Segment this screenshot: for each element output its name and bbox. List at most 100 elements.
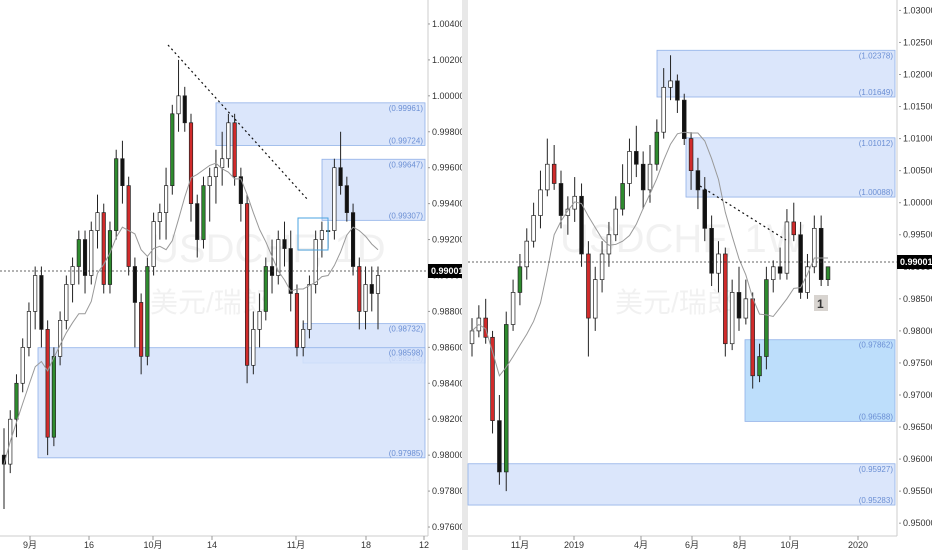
right-candle[interactable] xyxy=(702,189,708,229)
right-candle[interactable] xyxy=(545,163,550,191)
right-zone[interactable] xyxy=(685,137,896,198)
right-candle[interactable] xyxy=(517,266,523,293)
left-candle[interactable] xyxy=(257,311,262,330)
right-candle[interactable] xyxy=(668,80,673,88)
left-candle[interactable] xyxy=(307,284,312,330)
left-candle[interactable] xyxy=(313,239,318,285)
right-candle[interactable] xyxy=(661,86,666,133)
right-candle[interactable] xyxy=(743,298,749,319)
left-candle[interactable] xyxy=(182,95,187,124)
right-candle[interactable] xyxy=(757,356,762,377)
left-candle[interactable] xyxy=(82,239,88,276)
right-candle[interactable] xyxy=(620,183,625,210)
left-candle[interactable] xyxy=(39,275,44,330)
left-candle[interactable] xyxy=(145,266,150,357)
left-candle[interactable] xyxy=(220,158,225,169)
left-candle[interactable] xyxy=(51,355,56,438)
left-candle[interactable] xyxy=(188,122,194,204)
right-candle[interactable] xyxy=(606,234,612,255)
right-candle[interactable] xyxy=(640,163,646,191)
right-candle[interactable] xyxy=(503,324,509,473)
left-candle[interactable] xyxy=(151,221,156,267)
left-candle[interactable] xyxy=(294,293,300,348)
right-candle[interactable] xyxy=(736,292,742,319)
left-candle[interactable] xyxy=(89,230,94,276)
left-candle[interactable] xyxy=(64,284,69,321)
left-candle[interactable] xyxy=(170,113,175,187)
right-candle[interactable] xyxy=(565,208,571,216)
right-candle[interactable] xyxy=(723,253,728,345)
left-candle[interactable] xyxy=(375,275,381,294)
right-candle[interactable] xyxy=(695,170,701,191)
right-candle[interactable] xyxy=(558,183,564,216)
left-candle[interactable] xyxy=(107,230,113,285)
right-candle[interactable] xyxy=(469,330,475,345)
left-highlight-box[interactable] xyxy=(297,217,329,251)
right-candle[interactable] xyxy=(592,279,598,319)
right-candle[interactable] xyxy=(675,80,680,101)
right-candle[interactable] xyxy=(531,215,536,242)
right-candle[interactable] xyxy=(497,420,502,473)
left-candle[interactable] xyxy=(319,230,324,240)
right-candle[interactable] xyxy=(750,298,755,377)
marker-box[interactable] xyxy=(814,295,828,311)
left-candle[interactable] xyxy=(101,212,106,285)
panel-separator[interactable] xyxy=(462,0,468,550)
right-candle[interactable] xyxy=(538,189,543,216)
left-candle[interactable] xyxy=(45,329,50,438)
right-candle[interactable] xyxy=(490,336,495,421)
left-candle[interactable] xyxy=(213,167,218,178)
right-candle[interactable] xyxy=(524,240,530,268)
right-candle[interactable] xyxy=(599,253,605,280)
left-candle[interactable] xyxy=(282,239,287,249)
left-candle[interactable] xyxy=(139,302,144,357)
right-candle[interactable] xyxy=(681,99,687,139)
left-candle[interactable] xyxy=(58,320,63,357)
right-candle[interactable] xyxy=(688,138,694,172)
left-candle[interactable] xyxy=(76,239,81,267)
right-candle[interactable] xyxy=(791,221,797,236)
left-candle[interactable] xyxy=(126,185,131,267)
right-zone[interactable] xyxy=(656,49,896,98)
left-candle[interactable] xyxy=(245,203,250,366)
right-candle[interactable] xyxy=(654,131,660,165)
left-candle[interactable] xyxy=(95,212,100,231)
right-zone[interactable] xyxy=(467,463,896,506)
right-candle[interactable] xyxy=(579,195,584,255)
left-candle[interactable] xyxy=(263,266,268,312)
right-candle[interactable] xyxy=(647,163,653,191)
right-candle[interactable] xyxy=(784,221,790,274)
left-candle[interactable] xyxy=(114,158,119,231)
left-candle[interactable] xyxy=(176,95,181,115)
left-candle[interactable] xyxy=(132,266,137,303)
right-candle[interactable] xyxy=(627,151,632,184)
left-candle[interactable] xyxy=(26,311,31,348)
left-candle[interactable] xyxy=(33,275,38,312)
left-zone[interactable] xyxy=(321,158,426,221)
right-candle[interactable] xyxy=(729,292,735,345)
left-candle[interactable] xyxy=(251,329,256,366)
left-candle[interactable] xyxy=(301,329,306,348)
right-candle[interactable] xyxy=(634,151,639,165)
right-zone[interactable] xyxy=(744,339,896,422)
left-candle[interactable] xyxy=(20,347,25,384)
right-candle[interactable] xyxy=(709,227,714,274)
right-candle[interactable] xyxy=(770,266,776,280)
right-candle[interactable] xyxy=(716,253,721,274)
left-candle[interactable] xyxy=(164,185,169,213)
left-candle[interactable] xyxy=(238,176,243,204)
left-candle[interactable] xyxy=(14,382,19,420)
left-candle[interactable] xyxy=(357,266,362,312)
left-candle[interactable] xyxy=(338,167,343,187)
right-candle[interactable] xyxy=(805,266,810,293)
left-candle[interactable] xyxy=(232,122,237,178)
left-candle[interactable] xyxy=(157,212,162,222)
left-candle[interactable] xyxy=(207,176,212,187)
left-candle[interactable] xyxy=(344,185,349,213)
right-candle[interactable] xyxy=(764,279,769,357)
left-zone[interactable] xyxy=(37,347,426,459)
left-candle[interactable] xyxy=(332,167,337,231)
right-candle[interactable] xyxy=(798,234,803,293)
right-candle[interactable] xyxy=(777,266,783,274)
left-candle[interactable] xyxy=(351,212,356,267)
